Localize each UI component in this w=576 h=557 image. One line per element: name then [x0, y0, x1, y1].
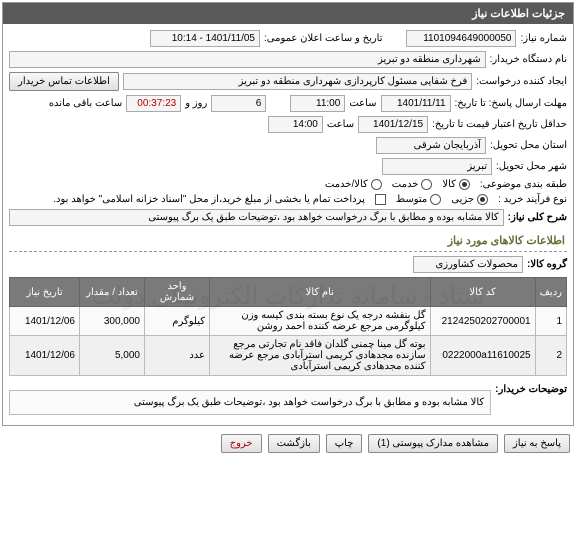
- col-code: کد کالا: [430, 278, 535, 307]
- table-cell: 2: [535, 336, 566, 376]
- radio-icon: [477, 194, 488, 205]
- col-date: تاریخ نیاز: [10, 278, 80, 307]
- pay-note-label: پرداخت تمام یا بخشی از مبلغ خرید،از محل …: [53, 194, 365, 205]
- remain-label: ساعت باقی مانده: [49, 98, 122, 109]
- table-cell: 5,000: [80, 336, 145, 376]
- deadline-time-label: ساعت: [349, 98, 376, 109]
- radio-icon: [371, 179, 382, 190]
- proc-small-label: جزیی: [451, 194, 474, 205]
- min-date-label: حداقل تاریخ اعتبار قیمت تا تاریخ:: [432, 119, 567, 130]
- city-value: تبریز: [382, 158, 492, 175]
- table-cell: 0222000a11610025: [430, 336, 535, 376]
- table-cell: 2124250202700001: [430, 307, 535, 336]
- col-name: نام کالا: [210, 278, 431, 307]
- group-label: گروه کالا:: [527, 259, 567, 270]
- desc-label: شرح کلی نیاز:: [508, 212, 567, 223]
- table-cell: 1401/12/06: [10, 336, 80, 376]
- deadline-date-value: 1401/11/11: [381, 95, 451, 112]
- panel-body: شماره نیاز: 1101094649000050 تاریخ و ساع…: [3, 24, 573, 425]
- category-service-label: خدمت: [392, 179, 419, 190]
- back-button[interactable]: بازگشت: [268, 434, 320, 453]
- proc-medium-label: متوسط: [396, 194, 427, 205]
- state-value: آذربایجان شرقی: [376, 137, 486, 154]
- table-cell: 1: [535, 307, 566, 336]
- table-cell: 300,000: [80, 307, 145, 336]
- need-number-value: 1101094649000050: [406, 30, 516, 47]
- radio-icon: [459, 179, 470, 190]
- print-button[interactable]: چاپ: [326, 434, 363, 453]
- days-label: روز و: [185, 98, 207, 109]
- announce-label: تاریخ و ساعت اعلان عمومی:: [264, 33, 383, 44]
- category-service-radio[interactable]: خدمت: [392, 179, 433, 190]
- org-label: نام دستگاه خریدار:: [490, 54, 567, 65]
- attachments-button[interactable]: مشاهده مدارک پیوستی (1): [368, 434, 498, 453]
- city-label: شهر محل تحویل:: [496, 161, 567, 172]
- category-goods-radio[interactable]: کالا: [442, 179, 470, 190]
- table-row[interactable]: 12124250202700001گل بنفشه درجه یک نوع بس…: [10, 307, 567, 336]
- col-row-num: ردیف: [535, 278, 566, 307]
- treasury-checkbox[interactable]: [375, 194, 386, 205]
- min-time-value: 14:00: [268, 116, 323, 133]
- panel-title: جزئیات اطلاعات نیاز: [3, 3, 573, 24]
- col-unit: واحد شمارش: [145, 278, 210, 307]
- min-time-label: ساعت: [327, 119, 354, 130]
- category-label: طبقه بندی موضوعی:: [480, 179, 567, 190]
- contact-buyer-button[interactable]: اطلاعات تماس خریدار: [9, 72, 119, 91]
- table-cell: کیلوگرم: [145, 307, 210, 336]
- need-number-label: شماره نیاز:: [520, 33, 567, 44]
- table-cell: بوته گل مینا چمنی گلدان فاقد نام تجارتی …: [210, 336, 431, 376]
- goods-table: ردیف کد کالا نام کالا واحد شمارش تعداد /…: [9, 277, 567, 376]
- creator-label: ایجاد کننده درخواست:: [476, 76, 567, 87]
- radio-icon: [430, 194, 441, 205]
- table-cell: عدد: [145, 336, 210, 376]
- table-cell: 1401/12/06: [10, 307, 80, 336]
- announce-value: 1401/11/05 - 10:14: [150, 30, 260, 47]
- category-goods-service-radio[interactable]: کالا/خدمت: [325, 179, 382, 190]
- radio-icon: [421, 179, 432, 190]
- table-cell: گل بنفشه درجه یک نوع بسته بندی کیسه وزن …: [210, 307, 431, 336]
- table-header-row: ردیف کد کالا نام کالا واحد شمارش تعداد /…: [10, 278, 567, 307]
- min-date-value: 1401/12/15: [358, 116, 428, 133]
- exit-button[interactable]: خروج: [221, 434, 262, 453]
- main-panel: جزئیات اطلاعات نیاز شماره نیاز: 11010946…: [2, 2, 574, 426]
- desc-value: کالا مشابه بوده و مطابق با برگ درخواست خ…: [9, 209, 504, 226]
- proc-small-radio[interactable]: جزیی: [451, 194, 488, 205]
- group-value: محصولات کشاورزی: [413, 256, 523, 273]
- deadline-label: مهلت ارسال پاسخ: تا تاریخ:: [455, 98, 567, 109]
- proc-label: نوع فرآیند خرید :: [498, 194, 567, 205]
- footer-buttons: پاسخ به نیاز مشاهده مدارک پیوستی (1) چاپ…: [0, 428, 576, 459]
- info-section-title: اطلاعات کالاهای مورد نیاز: [9, 230, 567, 252]
- category-goods-service-label: کالا/خدمت: [325, 179, 368, 190]
- countdown-value: 00:37:23: [126, 95, 181, 112]
- org-value: شهرداری منطقه دو تبریز: [9, 51, 486, 68]
- buyer-note-value: کالا مشابه بوده و مطابق با برگ درخواست خ…: [9, 390, 491, 415]
- buyer-note-label: توضیحات خریدار:: [495, 384, 567, 395]
- creator-value: فرخ شفایی مسئول کارپردازی شهرداری منطقه …: [123, 73, 472, 90]
- proc-medium-radio[interactable]: متوسط: [396, 194, 441, 205]
- table-row[interactable]: 20222000a11610025بوته گل مینا چمنی گلدان…: [10, 336, 567, 376]
- days-value: 6: [211, 95, 266, 112]
- deadline-time-value: 11:00: [290, 95, 345, 112]
- state-label: استان محل تحویل:: [490, 140, 567, 151]
- reply-button[interactable]: پاسخ به نیاز: [504, 434, 570, 453]
- category-goods-label: کالا: [442, 179, 456, 190]
- col-qty: تعداد / مقدار: [80, 278, 145, 307]
